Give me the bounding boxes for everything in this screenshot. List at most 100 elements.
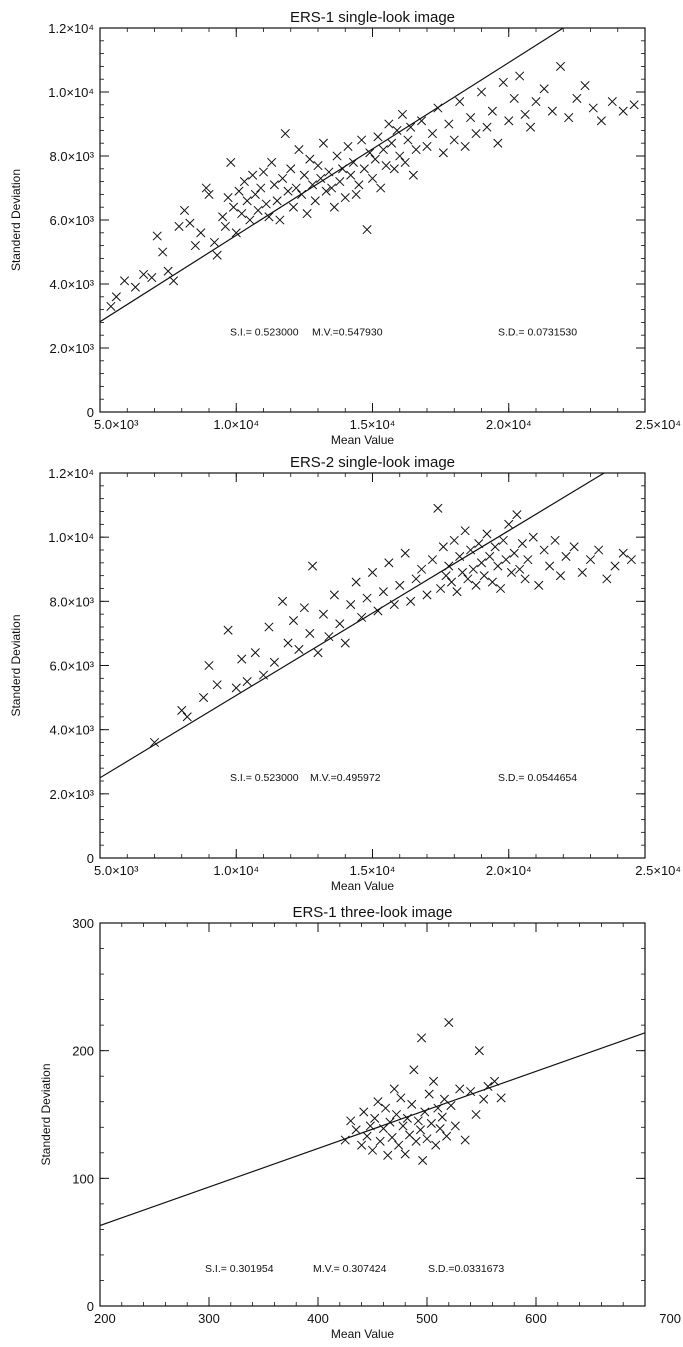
plot-frame (99, 27, 646, 413)
y-tick-label: 8.0×10³ (50, 149, 95, 164)
data-point (389, 599, 399, 610)
data-point (297, 189, 307, 199)
y-tick-label: 100 (72, 1171, 94, 1186)
data-point (426, 1118, 436, 1128)
data-point (272, 196, 282, 206)
data-point (242, 676, 252, 687)
data-point (523, 555, 533, 565)
data-point (577, 567, 587, 578)
data-point (250, 648, 260, 658)
data-point (242, 196, 252, 206)
stat-annotation: S.I.= 0.301954 (205, 1263, 274, 1275)
data-point (629, 100, 639, 110)
data-point (408, 170, 418, 180)
data-point (415, 1125, 426, 1135)
data-point (359, 164, 369, 174)
data-point (223, 193, 233, 203)
data-point (218, 212, 228, 222)
data-point (179, 205, 190, 215)
data-point (437, 1112, 447, 1122)
x-tick-label: 500 (416, 1311, 438, 1326)
data-point (204, 660, 214, 671)
data-point (512, 510, 522, 520)
data-point (525, 122, 536, 132)
data-point (441, 571, 451, 581)
data-point (384, 558, 394, 568)
chart-3: ERS-1 three-look image 200 300 400 500 600 700… (39, 904, 681, 1341)
data-point (376, 183, 386, 193)
data-point (427, 555, 438, 565)
data-point (139, 269, 149, 279)
data-point (348, 157, 358, 167)
data-point (278, 596, 288, 606)
data-point (264, 622, 274, 632)
data-point (406, 122, 416, 132)
chart-2: ERS-2 single-look image 5.0×10³ 1.0×10⁴ 1.5… (9, 454, 681, 893)
x-tick-label: 1.0×10⁴ (213, 417, 259, 432)
data-point (515, 71, 525, 81)
data-point (299, 170, 309, 180)
data-point (444, 561, 454, 571)
data-point (436, 583, 446, 594)
data-point (158, 247, 168, 257)
data-point (357, 1140, 367, 1150)
data-point (449, 535, 459, 545)
data-point (479, 1094, 489, 1104)
data-point (531, 97, 541, 107)
y-tick-label: 1.2×10⁴ (48, 466, 94, 481)
data-point (384, 119, 394, 129)
data-point (375, 1136, 385, 1146)
y-tick-label: 0 (87, 851, 94, 866)
data-point (190, 241, 200, 251)
data-point (357, 135, 367, 145)
data-point (433, 503, 443, 513)
plot-frame (99, 922, 646, 1307)
data-point (539, 84, 549, 94)
data-point (463, 574, 473, 584)
data-point (442, 1131, 452, 1141)
data-point (223, 625, 233, 635)
data-point (509, 548, 519, 558)
data-point (357, 612, 367, 622)
data-point (313, 161, 323, 171)
data-point (406, 596, 416, 606)
data-point (387, 138, 397, 148)
scatter-points (106, 61, 639, 311)
data-point (427, 129, 438, 139)
y-tick-label: 6.0×10³ (50, 659, 95, 674)
data-point (119, 276, 130, 286)
data-point (220, 221, 230, 231)
y-tick-label: 0 (87, 1299, 94, 1314)
data-point (288, 202, 299, 212)
data-point (457, 567, 467, 578)
data-point (335, 619, 345, 629)
data-point (106, 301, 116, 311)
data-point (389, 1084, 399, 1094)
scatter-points (340, 1018, 506, 1166)
data-point (449, 135, 459, 145)
data-point (305, 154, 315, 164)
x-tick-label: 1.0×10⁴ (213, 863, 259, 878)
data-point (212, 680, 222, 690)
data-point (501, 555, 511, 565)
data-point (147, 273, 157, 283)
data-point (452, 587, 462, 597)
data-point (474, 1046, 484, 1056)
data-point (318, 609, 329, 619)
data-point (302, 209, 312, 219)
scatter-points (149, 503, 636, 748)
x-tick-label: 400 (307, 1311, 329, 1326)
data-point (185, 218, 195, 228)
data-point (307, 180, 318, 190)
data-point (212, 250, 222, 260)
data-point (204, 189, 214, 199)
y-tick-label: 4.0×10³ (50, 723, 95, 738)
data-point (520, 109, 530, 119)
data-point (476, 558, 487, 568)
data-point (169, 276, 179, 286)
chart-title: ERS-1 single-look image (290, 9, 455, 26)
data-point (607, 97, 617, 107)
data-point (418, 1155, 428, 1166)
data-point (424, 1089, 434, 1099)
y-tick-label: 1.0×10⁴ (48, 530, 94, 545)
